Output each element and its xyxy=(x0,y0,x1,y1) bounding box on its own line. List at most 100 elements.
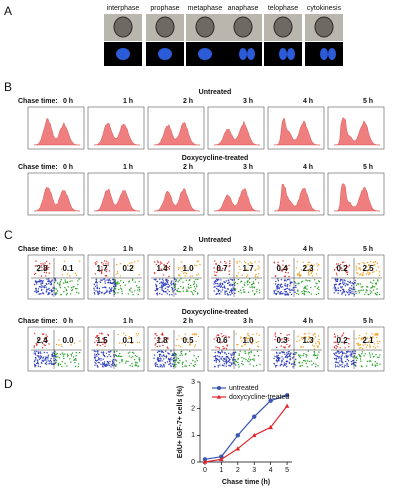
event-dot xyxy=(341,287,343,289)
event-dot xyxy=(300,269,303,271)
event-dot xyxy=(369,345,371,348)
x-tick-label: 0 xyxy=(203,467,207,474)
event-dot xyxy=(164,362,166,364)
event-dot xyxy=(370,287,372,289)
event-dot xyxy=(373,343,376,345)
event-dot xyxy=(58,357,61,359)
event-dot xyxy=(347,280,349,283)
event-dot xyxy=(237,361,239,364)
event-dot xyxy=(170,357,172,359)
event-dot xyxy=(224,266,227,268)
event-dot xyxy=(241,340,243,342)
series-line xyxy=(204,394,288,460)
event-dot xyxy=(133,358,136,361)
event-dot xyxy=(41,360,43,362)
event-dot xyxy=(241,360,243,362)
event-dot xyxy=(222,359,224,361)
event-dot xyxy=(228,265,230,267)
event-dot xyxy=(103,286,106,288)
event-dot xyxy=(105,263,107,265)
marker xyxy=(235,433,240,438)
event-dot xyxy=(335,272,338,274)
event-dot xyxy=(220,291,222,293)
event-dot xyxy=(298,354,300,356)
event-dot xyxy=(283,275,286,277)
event-dot xyxy=(359,268,361,270)
event-dot xyxy=(134,290,136,292)
event-dot xyxy=(175,345,177,347)
event-dot xyxy=(163,264,165,266)
event-dot xyxy=(96,364,98,367)
event-dot xyxy=(281,363,283,366)
event-dot xyxy=(186,289,188,291)
event-dot xyxy=(184,333,187,335)
event-dot xyxy=(365,265,368,268)
event-dot xyxy=(166,346,168,348)
event-dot xyxy=(108,287,111,289)
event-dot xyxy=(313,345,315,347)
event-dot xyxy=(163,363,165,366)
event-dot xyxy=(41,288,43,291)
event-dot xyxy=(364,343,366,345)
event-dot xyxy=(100,270,103,272)
event-dot xyxy=(344,269,347,271)
event-dot xyxy=(166,286,168,288)
event-dot xyxy=(348,346,350,348)
event-dot xyxy=(185,365,187,367)
event-dot xyxy=(281,269,284,271)
event-dot xyxy=(236,274,238,277)
event-dot xyxy=(107,264,109,266)
event-dot xyxy=(230,278,232,281)
event-dot xyxy=(355,290,357,293)
event-dot xyxy=(213,267,215,269)
event-dot xyxy=(153,278,155,281)
event-dot xyxy=(302,346,304,348)
event-dot xyxy=(226,361,229,363)
event-dot xyxy=(247,358,250,360)
event-dot xyxy=(185,360,187,362)
event-dot xyxy=(373,271,375,273)
event-dot xyxy=(286,292,288,294)
event-dot xyxy=(171,354,173,357)
event-dot xyxy=(334,289,336,291)
event-dot xyxy=(284,279,286,281)
event-dot xyxy=(348,338,350,340)
event-dot xyxy=(350,355,352,357)
event-dot xyxy=(214,351,216,354)
event-dot xyxy=(345,283,348,285)
event-dot xyxy=(313,352,316,354)
event-dot xyxy=(309,268,311,270)
phase-label: interphase xyxy=(107,5,140,12)
event-dot xyxy=(288,264,290,267)
event-dot xyxy=(131,262,133,264)
event-dot xyxy=(350,351,352,353)
event-dot xyxy=(138,360,141,362)
event-dot xyxy=(241,362,243,365)
event-dot xyxy=(344,356,346,358)
marker xyxy=(235,446,241,451)
event-dot xyxy=(182,287,184,290)
cell xyxy=(273,16,293,38)
event-dot xyxy=(355,338,357,340)
event-dot xyxy=(72,286,74,288)
event-dot xyxy=(286,338,288,341)
event-dot xyxy=(258,282,260,284)
event-dot xyxy=(216,293,218,295)
event-dot xyxy=(314,355,316,357)
event-dot xyxy=(46,335,48,338)
event-dot xyxy=(372,268,374,270)
chase-time: 1 h xyxy=(123,164,133,171)
cell xyxy=(233,16,253,38)
event-dot xyxy=(295,351,298,354)
event-dot xyxy=(168,353,170,355)
event-dot xyxy=(155,285,158,287)
event-dot xyxy=(219,353,222,355)
event-dot xyxy=(102,263,104,265)
event-dot xyxy=(134,281,136,283)
event-dot xyxy=(59,280,62,283)
quadrant-value: 0.7 xyxy=(216,264,228,273)
event-dot xyxy=(154,289,156,292)
event-dot xyxy=(350,292,352,294)
event-dot xyxy=(160,333,163,336)
event-dot xyxy=(197,293,199,295)
